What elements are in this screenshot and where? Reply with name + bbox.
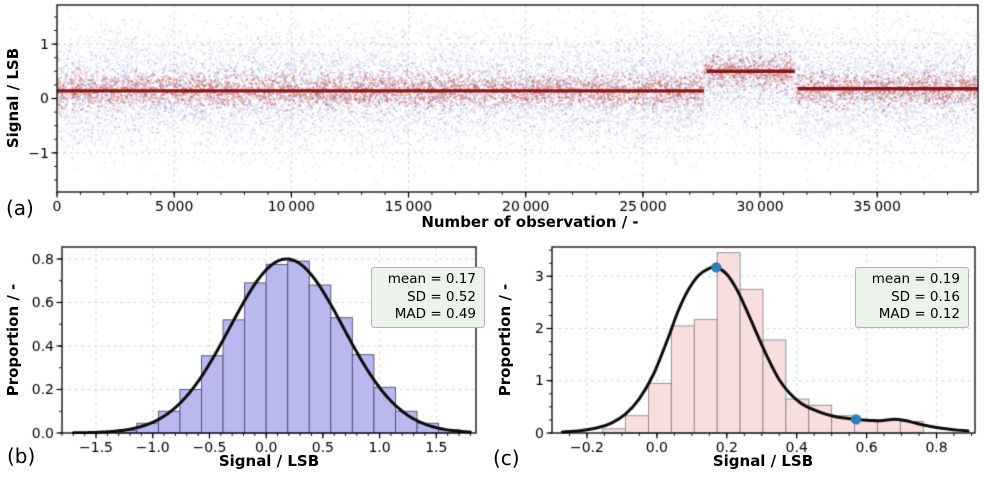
panel-a-scatter-canvas [0,0,984,235]
panel-b-histogram-canvas [0,235,490,479]
panel-c-histogram-canvas [490,235,984,479]
